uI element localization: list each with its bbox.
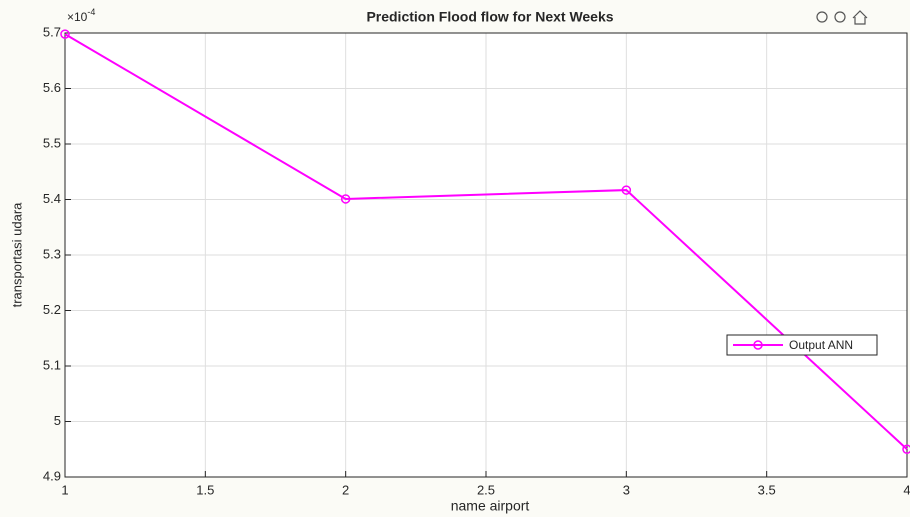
legend-label: Output ANN xyxy=(789,338,853,352)
home[interactable] xyxy=(852,10,868,25)
axes-box xyxy=(64,32,908,478)
y-tick-label: 4.9 xyxy=(43,468,61,483)
x-tick-label: 1 xyxy=(61,482,68,497)
exponent-base: ×10 xyxy=(67,10,88,24)
y-tick-label: 5.2 xyxy=(43,302,61,317)
toolbar[interactable] xyxy=(757,10,868,25)
y-tick-label: 5.6 xyxy=(43,80,61,95)
x-tick-label: 3 xyxy=(623,482,630,497)
x-tick-label: 3.5 xyxy=(758,482,776,497)
marker xyxy=(60,29,70,39)
marker xyxy=(902,444,910,454)
x-tick-label: 2 xyxy=(342,482,349,497)
zoom-in[interactable] xyxy=(816,11,828,23)
marker xyxy=(621,185,632,195)
x-tick-label: 4 xyxy=(903,482,910,497)
legend-marker xyxy=(753,340,763,350)
x-axis-label: name airport xyxy=(451,498,530,514)
y-axis-label: transportasi udara xyxy=(9,202,24,308)
y-tick-label: 5.7 xyxy=(43,24,61,39)
y-tick-label: 5.5 xyxy=(43,135,61,150)
y-tick-label: 5.1 xyxy=(43,357,61,372)
zoom-out[interactable] xyxy=(834,11,846,23)
y-tick-label: 5 xyxy=(54,413,61,428)
y-exponent: ×10-4 xyxy=(67,7,95,24)
x-tick-label: 2.5 xyxy=(477,482,495,497)
marker xyxy=(340,194,351,204)
x-tick-label: 1.5 xyxy=(196,482,214,497)
legend-box xyxy=(726,334,878,356)
y-tick-label: 5.3 xyxy=(43,246,61,261)
chart-title: Prediction Flood flow for Next Weeks xyxy=(366,9,613,25)
line-series xyxy=(64,33,908,450)
exponent-power: -4 xyxy=(87,7,95,17)
y-tick-label: 5.4 xyxy=(43,191,61,206)
